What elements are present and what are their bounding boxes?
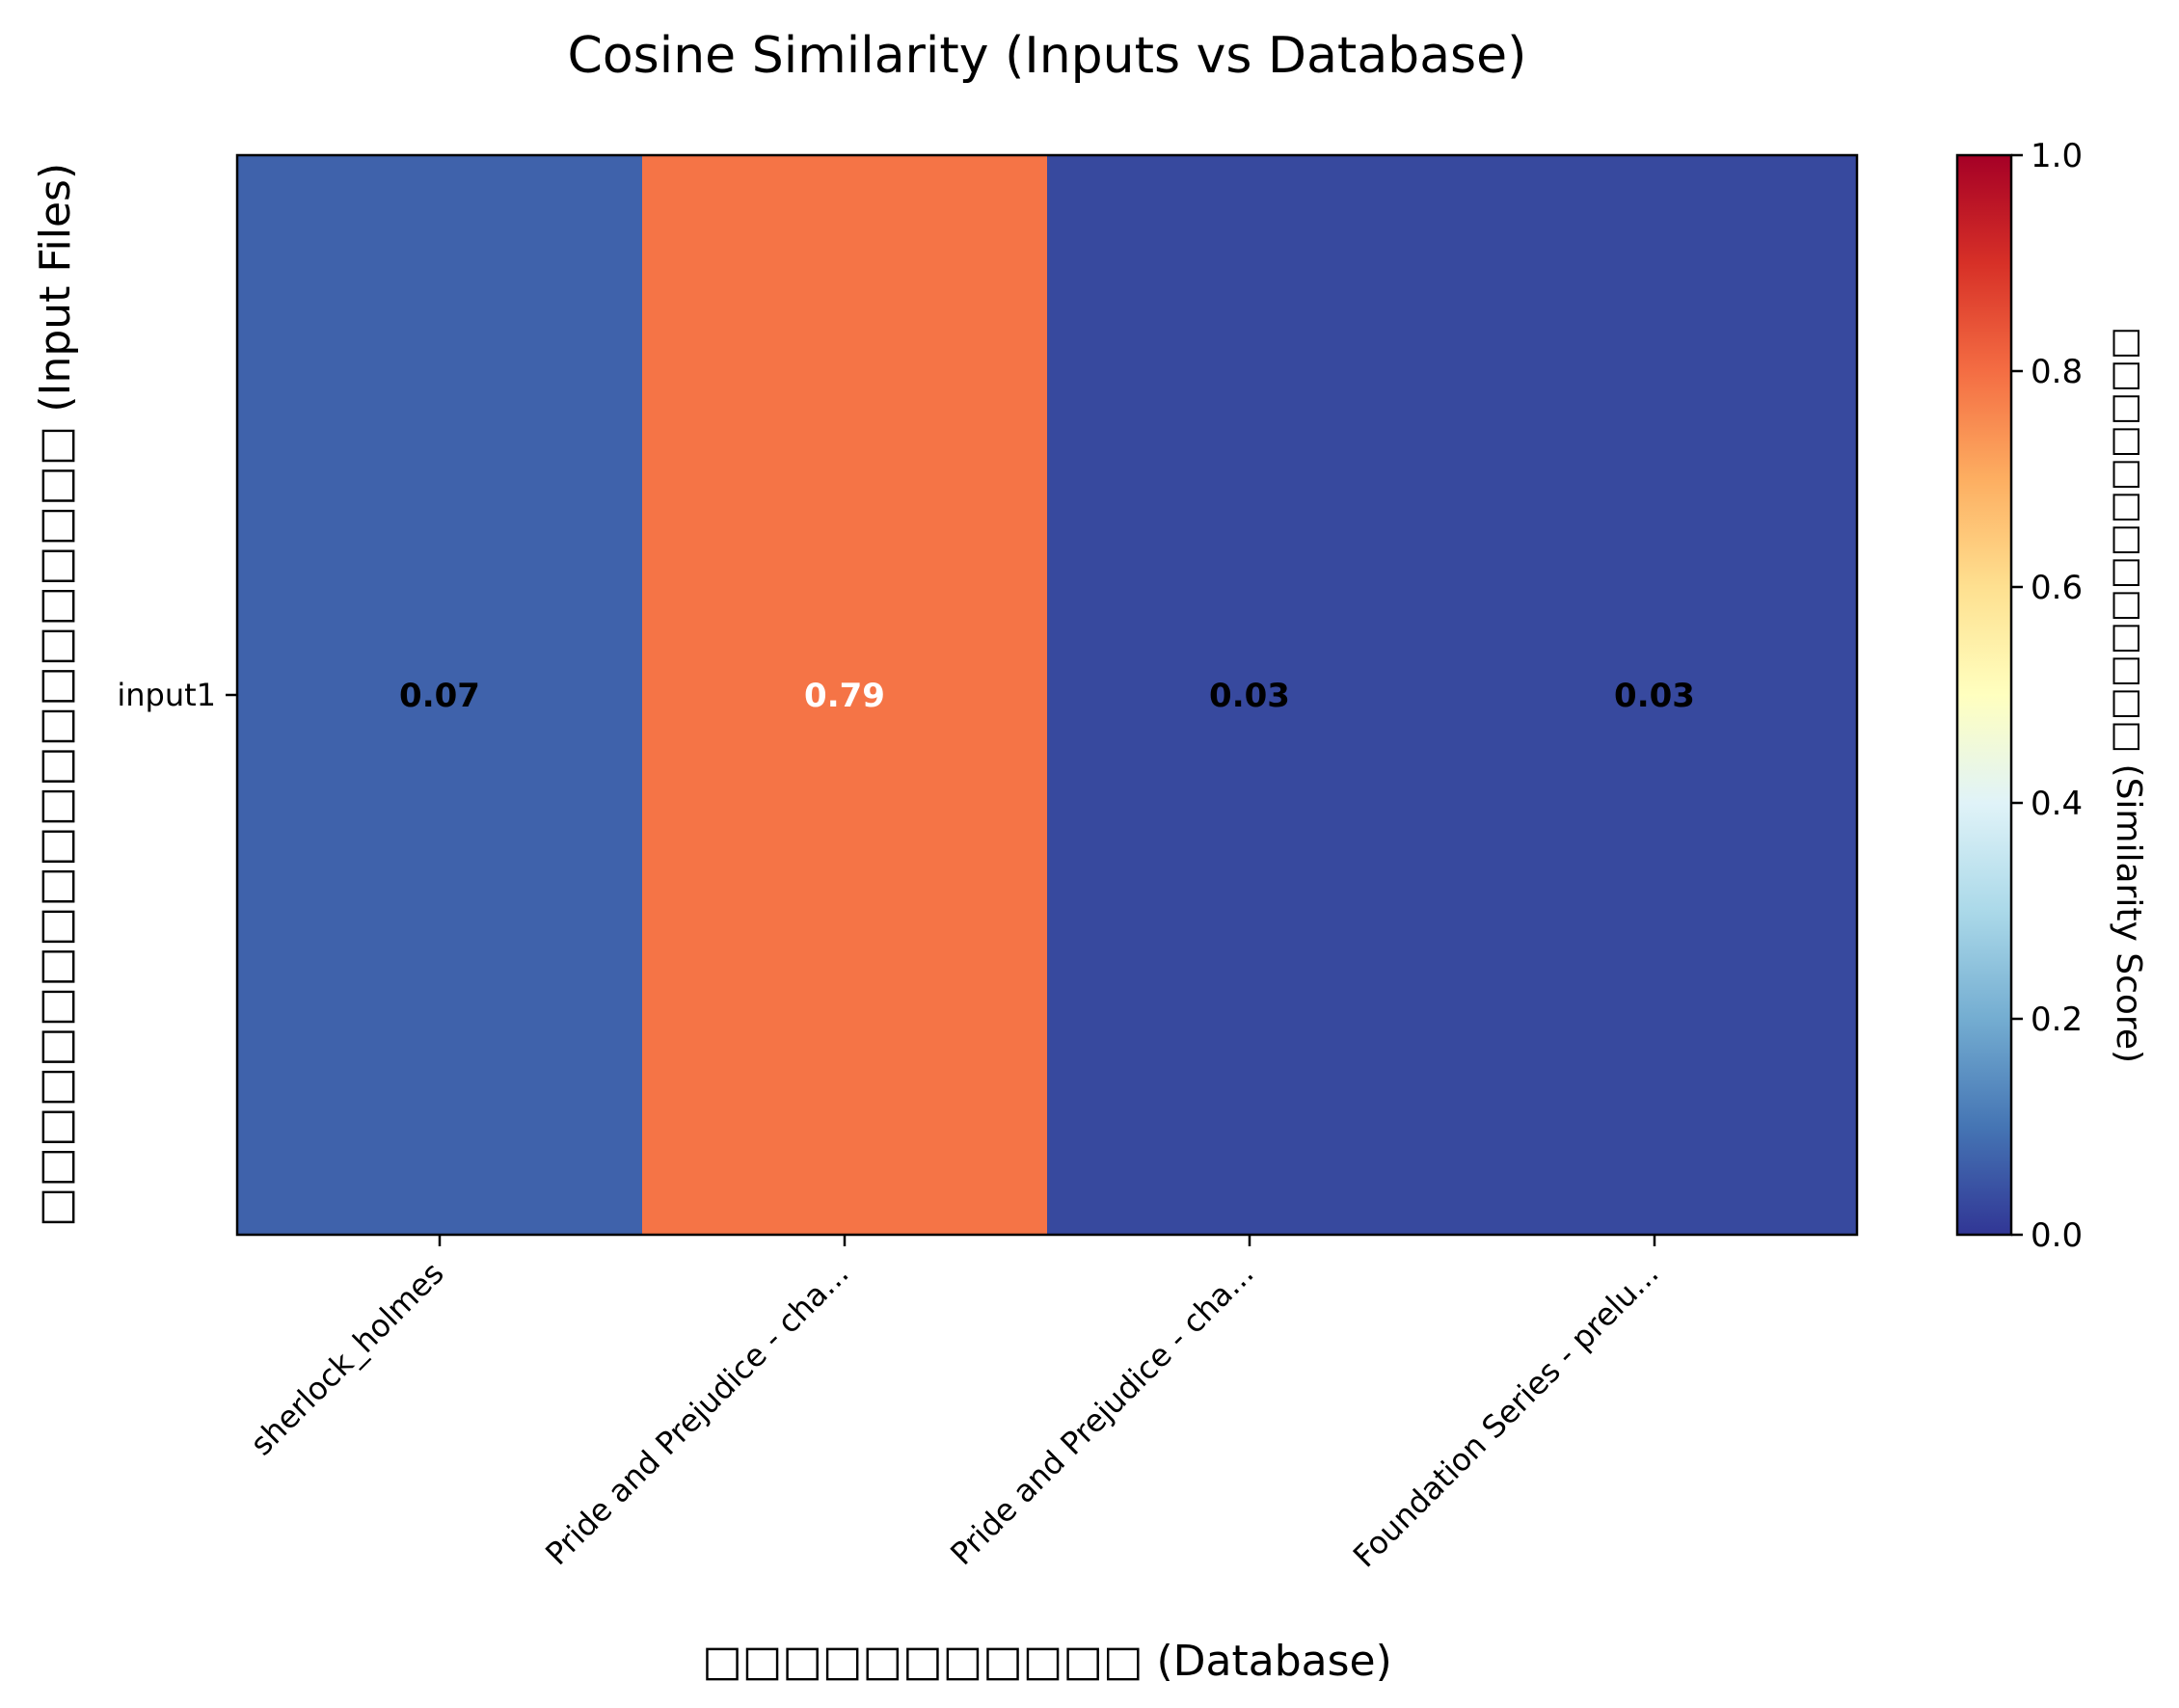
heatmap-cell: [1452, 155, 1858, 1236]
y-tick-label: input1: [117, 677, 216, 713]
chart-title: Cosine Similarity (Inputs vs Database): [568, 27, 1527, 85]
colorbar-tick-label: 0.8: [2031, 353, 2083, 391]
heatmap-cells: [237, 155, 1858, 1236]
cell-value-label: 0.03: [1209, 677, 1290, 715]
y-axis-ticks: input1: [117, 677, 237, 713]
cell-value-label: 0.07: [399, 677, 480, 715]
y-axis-label: □□□□□□□□□□□□□□□□□□□□ (Input Files): [31, 163, 80, 1227]
x-tick-label: Foundation Series - prelu...: [1346, 1255, 1666, 1575]
cell-value-label: 0.03: [1614, 677, 1695, 715]
colorbar-tick-label: 1.0: [2031, 137, 2083, 175]
x-axis-ticks: sherlock_holmes Pride and Prejudice - cha…: [243, 1235, 1666, 1575]
x-axis-label: □□□□□□□□□□□ (Database): [702, 1637, 1392, 1686]
colorbar: [1955, 153, 2013, 1237]
x-tick-label: Pride and Prejudice - cha...: [943, 1255, 1260, 1572]
colorbar-tick-label: 0.6: [2031, 569, 2083, 607]
x-tick-label: sherlock_holmes: [243, 1255, 450, 1462]
colorbar-label: □□□□□□□□□□□□□ (Similarity Score): [2109, 327, 2148, 1063]
heatmap-cell-labels: 0.07 0.79 0.03 0.03: [399, 677, 1695, 715]
heatmap-cell: [642, 155, 1048, 1236]
colorbar-tick-label: 0.4: [2031, 785, 2083, 823]
x-tick-label: Pride and Prejudice - cha...: [538, 1255, 855, 1572]
heatmap-cell: [237, 155, 643, 1236]
cell-value-label: 0.79: [804, 677, 885, 715]
heatmap-cell: [1047, 155, 1453, 1236]
colorbar-tick-label: 0.2: [2031, 1001, 2083, 1039]
colorbar-ticks: 0.0 0.2 0.4 0.6 0.8 1.0: [2011, 137, 2083, 1255]
colorbar-tick-label: 0.0: [2031, 1216, 2083, 1255]
